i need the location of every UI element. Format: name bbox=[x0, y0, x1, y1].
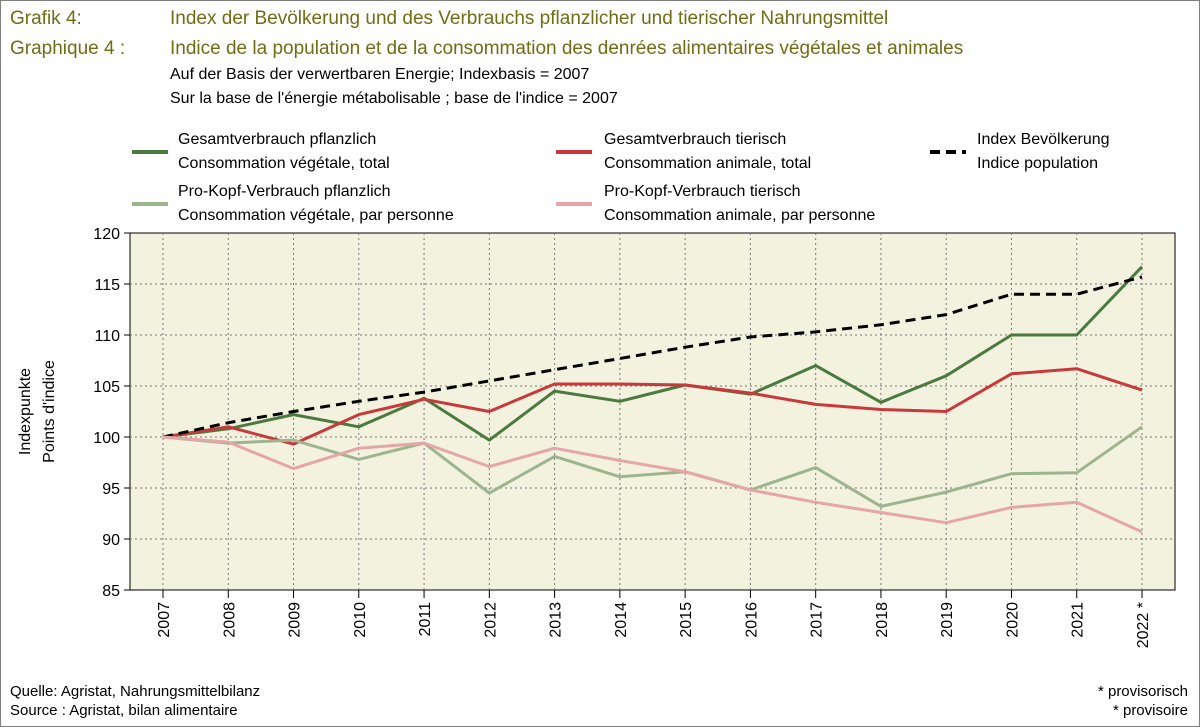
legend-label-de: Gesamtverbrauch pflanzlich bbox=[178, 131, 377, 148]
chart-title-de: Index der Bevölkerung und des Verbrauchs… bbox=[170, 8, 889, 29]
legend-label-fr: Consommation animale, total bbox=[604, 155, 812, 172]
legend-label-de: Gesamtverbrauch tierisch bbox=[604, 131, 787, 148]
y-tick-label: 110 bbox=[94, 328, 120, 345]
legend-item-veg-pc: Pro-Kopf-Verbrauch pflanzlich Consommati… bbox=[178, 180, 454, 228]
legend-label-fr: Consommation végétale, total bbox=[178, 155, 390, 172]
legend-label-de: Pro-Kopf-Verbrauch pflanzlich bbox=[178, 183, 391, 200]
figure-label-de: Grafik 4: bbox=[10, 8, 82, 29]
x-tick-label: 2014 bbox=[613, 602, 630, 638]
x-tick-label: 2016 bbox=[743, 602, 760, 638]
series-line-ani_pc bbox=[162, 435, 1143, 534]
y-tick-label: 95 bbox=[102, 481, 120, 498]
x-tick-label: 2012 bbox=[482, 602, 499, 638]
figure-label-fr: Graphique 4 : bbox=[10, 38, 126, 59]
y-tick-label: 100 bbox=[93, 430, 120, 447]
y-axis-label-fr: Points d'indice bbox=[41, 360, 58, 463]
y-tick-label: 105 bbox=[93, 379, 120, 396]
x-tick-label: 2013 bbox=[548, 602, 565, 638]
y-axis-label-de: Indexpunkte bbox=[17, 368, 34, 455]
chart-title-fr: Indice de la population et de la consomm… bbox=[170, 38, 964, 59]
source-de: Quelle: Agristat, Nahrungsmittelbilanz bbox=[10, 683, 261, 700]
x-tick-label: 2020 bbox=[1004, 602, 1021, 638]
chart-subtitle-de: Auf der Basis der verwertbaren Energie; … bbox=[170, 66, 590, 83]
x-tick-label: 2018 bbox=[874, 602, 891, 638]
y-tick-label: 115 bbox=[94, 277, 120, 294]
series-line-ani_total bbox=[162, 367, 1143, 446]
legend-label-fr: Indice population bbox=[977, 155, 1098, 172]
x-tick-label: 2022 * bbox=[1135, 602, 1152, 648]
y-tick-label: 85 bbox=[102, 583, 120, 600]
series-line-veg_total bbox=[162, 265, 1144, 442]
legend-label-de: Index Bevölkerung bbox=[977, 131, 1110, 148]
legend-label-de: Pro-Kopf-Verbrauch tierisch bbox=[604, 183, 801, 200]
x-tick-label: 2017 bbox=[809, 602, 826, 638]
x-tick-label: 2010 bbox=[352, 602, 369, 638]
legend-item-ani-pc: Pro-Kopf-Verbrauch tierisch Consommation… bbox=[604, 180, 875, 228]
series-line-veg_pc bbox=[162, 425, 1143, 508]
legend-label-fr: Consommation animale, par personne bbox=[604, 207, 876, 224]
chart-subtitle-fr: Sur la base de l'énergie métabolisable ;… bbox=[170, 90, 618, 107]
source-note: Quelle: Agristat, Nahrungsmittelbilanz S… bbox=[10, 682, 260, 720]
x-tick-label: 2015 bbox=[678, 602, 695, 638]
x-tick-label: 2019 bbox=[939, 602, 956, 638]
legend-item-veg-total: Gesamtverbrauch pflanzlich Consommation … bbox=[178, 128, 390, 176]
plot-area bbox=[129, 232, 1176, 591]
provisional-note: * provisorisch * provisoire bbox=[1098, 682, 1188, 720]
provisional-de: * provisorisch bbox=[1097, 683, 1188, 700]
series-line-population bbox=[162, 275, 1143, 439]
y-tick-label: 120 bbox=[93, 226, 120, 243]
legend-item-ani-total: Gesamtverbrauch tierisch Consommation an… bbox=[604, 128, 811, 176]
x-tick-label: 2021 bbox=[1070, 602, 1087, 638]
x-tick-label: 2007 bbox=[156, 602, 173, 638]
y-tick-label: 90 bbox=[102, 532, 120, 549]
x-tick-label: 2011 bbox=[417, 602, 434, 637]
source-fr: Source : Agristat, bilan alimentaire bbox=[10, 702, 238, 719]
legend-label-fr: Consommation végétale, par personne bbox=[178, 207, 454, 224]
x-tick-label: 2008 bbox=[221, 602, 238, 638]
provisional-fr: * provisoire bbox=[1112, 702, 1188, 719]
x-tick-label: 2009 bbox=[287, 602, 304, 638]
legend-item-population: Index Bevölkerung Indice population bbox=[977, 128, 1110, 176]
